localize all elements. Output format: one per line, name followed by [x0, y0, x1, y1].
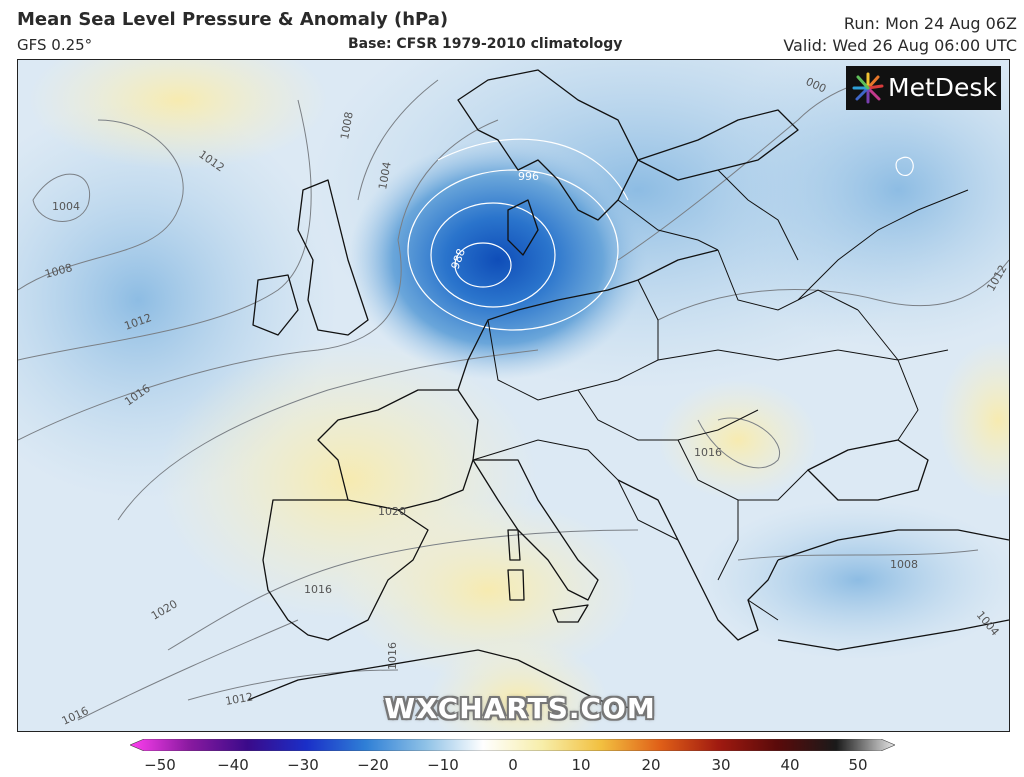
north-atlantic-positive-anomaly	[28, 60, 328, 170]
watermark: WXCHARTS.COM	[384, 692, 656, 725]
colorbar-tick: 10	[571, 756, 591, 774]
isobar-label: 1016	[386, 642, 399, 670]
pressure-anomaly-map: 1012 1008 1004 996 988 1004 1008 1012 10…	[17, 59, 1010, 732]
borders	[472, 169, 969, 621]
isobar-label: 1016	[304, 583, 332, 596]
colorbar-ticks: −50 −40 −30 −20 −10 0 10 20 30 40 50	[0, 756, 1024, 776]
turkey-anomaly	[698, 500, 1009, 660]
mediterranean-positive-anomaly	[338, 500, 638, 680]
colorbar-tick: −30	[287, 756, 319, 774]
isobar-label: 996	[518, 170, 539, 183]
low-isobars	[407, 138, 914, 331]
deep-low-anomaly	[348, 140, 648, 380]
climatology-base-label: Base: CFSR 1979-2010 climatology	[348, 36, 623, 52]
valid-time-label: Valid: Wed 26 Aug 06:00 UTC	[783, 36, 1017, 55]
colorbar-tick: −20	[357, 756, 389, 774]
isobar-label: 1004	[52, 200, 80, 213]
isobar-label: 1016	[694, 446, 722, 459]
colorbar-tick: 50	[848, 756, 868, 774]
colorbar-tick: 40	[780, 756, 800, 774]
isobar-label: 1012	[224, 690, 254, 708]
logo-text: MetDesk	[888, 73, 997, 102]
isobar-label: 1020	[378, 505, 406, 518]
chart-header: Mean Sea Level Pressure & Anomaly (hPa) …	[0, 0, 1024, 58]
balkan-positive-anomaly	[658, 380, 818, 500]
north-africa-positive-anomaly	[428, 640, 608, 731]
colorbar-tick: −40	[217, 756, 249, 774]
map-canvas: 1012 1008 1004 996 988 1004 1008 1012 10…	[18, 60, 1009, 731]
starburst-logo-icon	[852, 72, 884, 104]
coastlines	[247, 69, 1009, 711]
model-label: GFS 0.25°	[17, 36, 93, 54]
east-positive-anomaly	[938, 340, 1009, 500]
isobar-label: 1008	[338, 111, 356, 141]
russia-anomaly	[698, 60, 1009, 350]
colorbar-tick: 0	[508, 756, 518, 774]
run-time-label: Run: Mon 24 Aug 06Z	[843, 14, 1017, 33]
isobar-label: 1004	[376, 161, 394, 191]
colorbar-tick: 20	[641, 756, 661, 774]
colorbar-bar	[130, 739, 895, 751]
colorbar-tick: 30	[711, 756, 731, 774]
isobar-label: 1008	[890, 558, 918, 571]
chart-title: Mean Sea Level Pressure & Anomaly (hPa)	[17, 9, 449, 30]
colorbar	[130, 739, 895, 751]
metdesk-logo: MetDesk	[846, 66, 1001, 110]
colorbar-tick: −10	[427, 756, 459, 774]
colorbar-tick: −50	[144, 756, 176, 774]
